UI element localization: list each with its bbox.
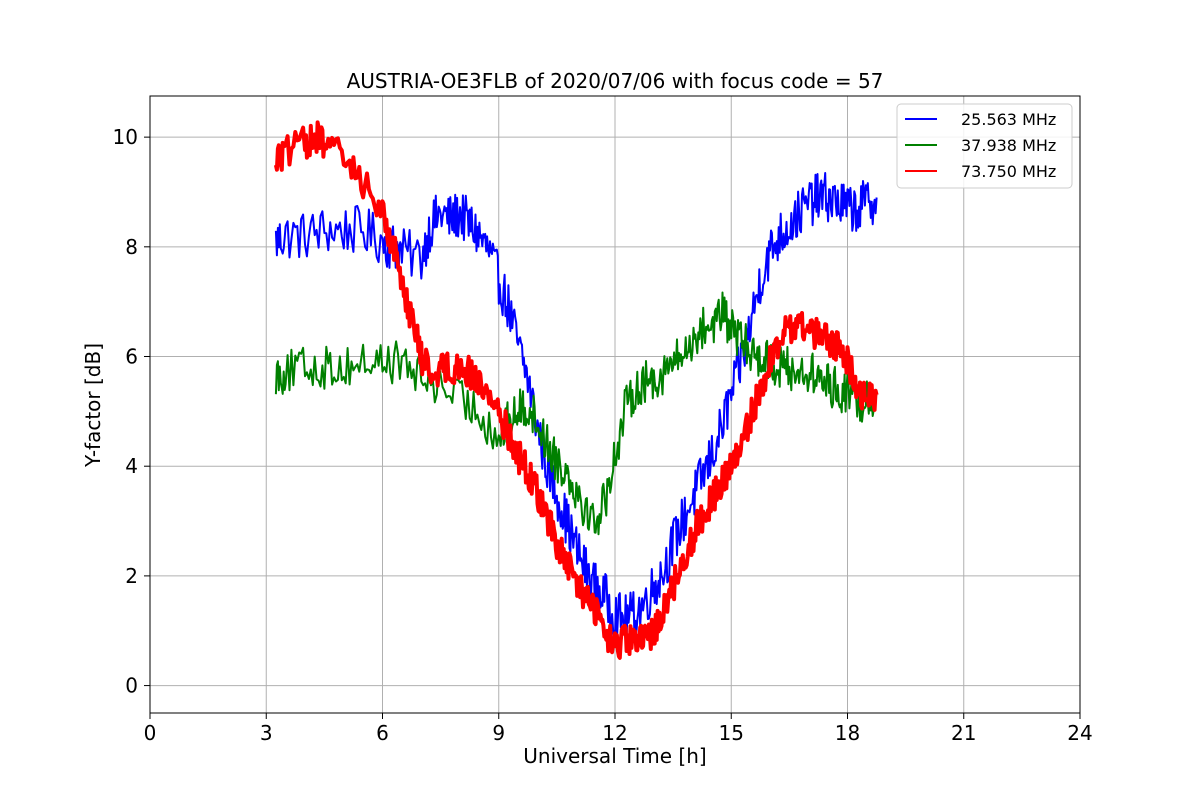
x-tick-label: 6 <box>376 721 389 745</box>
y-axis-label: Y-factor [dB] <box>81 343 105 468</box>
x-tick-label: 15 <box>719 721 744 745</box>
legend-label: 73.750 MHz <box>961 162 1056 181</box>
x-tick-label: 12 <box>602 721 627 745</box>
y-tick-label: 0 <box>125 674 138 698</box>
x-tick-label: 18 <box>835 721 860 745</box>
x-tick-label: 0 <box>144 721 157 745</box>
series-line-2 <box>273 120 879 660</box>
y-tick-label: 10 <box>113 125 138 149</box>
x-tick-label: 21 <box>951 721 976 745</box>
y-tick-label: 4 <box>125 454 138 478</box>
legend-box <box>896 103 1073 189</box>
legend-label: 25.563 MHz <box>961 110 1056 129</box>
series-line-1 <box>274 291 878 536</box>
legend-label: 37.938 MHz <box>961 136 1056 155</box>
y-tick-label: 2 <box>125 564 138 588</box>
x-tick-label: 9 <box>492 721 505 745</box>
chart-title: AUSTRIA-OE3FLB of 2020/07/06 with focus … <box>347 69 884 93</box>
y-tick-label: 8 <box>125 235 138 259</box>
legend: 25.563 MHz 37.938 MHz 73.750 MHz <box>896 103 1073 189</box>
x-axis-label: Universal Time [h] <box>523 744 706 768</box>
plot-area <box>273 120 879 660</box>
y-tick-label: 6 <box>125 345 138 369</box>
series-line-0 <box>274 172 878 641</box>
x-tick-label: 3 <box>260 721 273 745</box>
x-tick-label: 24 <box>1067 721 1092 745</box>
